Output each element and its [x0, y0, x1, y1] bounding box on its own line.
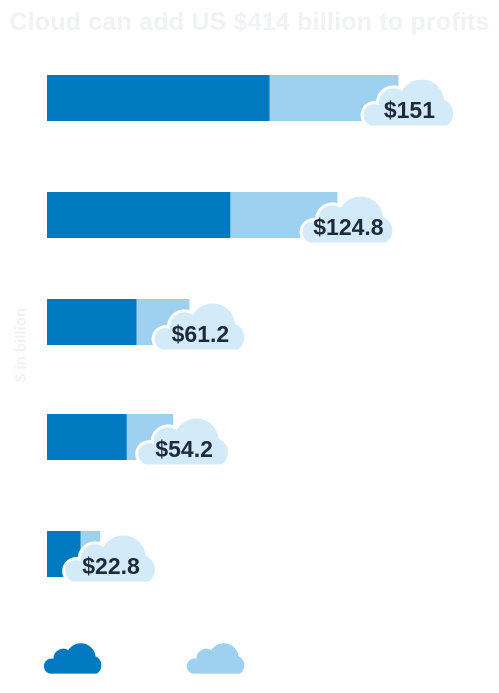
bar-dark-2 [47, 192, 231, 238]
legend-cloud-light [186, 643, 245, 674]
value-cloud-1 [360, 76, 457, 129]
value-label-1: $151 [384, 97, 435, 123]
value-label-4: $54.2 [155, 436, 213, 462]
bar-dark-1 [47, 75, 270, 121]
value-label-2: $124.8 [313, 214, 384, 240]
bar-dark-3 [47, 299, 137, 345]
chart-title: Cloud can add US $414 billion to profits [9, 8, 490, 36]
value-cloud-3 [151, 300, 248, 353]
value-cloud-4 [135, 415, 231, 468]
value-cloud-5 [62, 532, 158, 585]
bar-dark-4 [47, 414, 127, 460]
value-label-3: $61.2 [172, 321, 230, 347]
value-label-5: $22.8 [82, 553, 140, 579]
value-cloud-2 [299, 193, 396, 246]
legend-cloud-dark [43, 643, 102, 674]
